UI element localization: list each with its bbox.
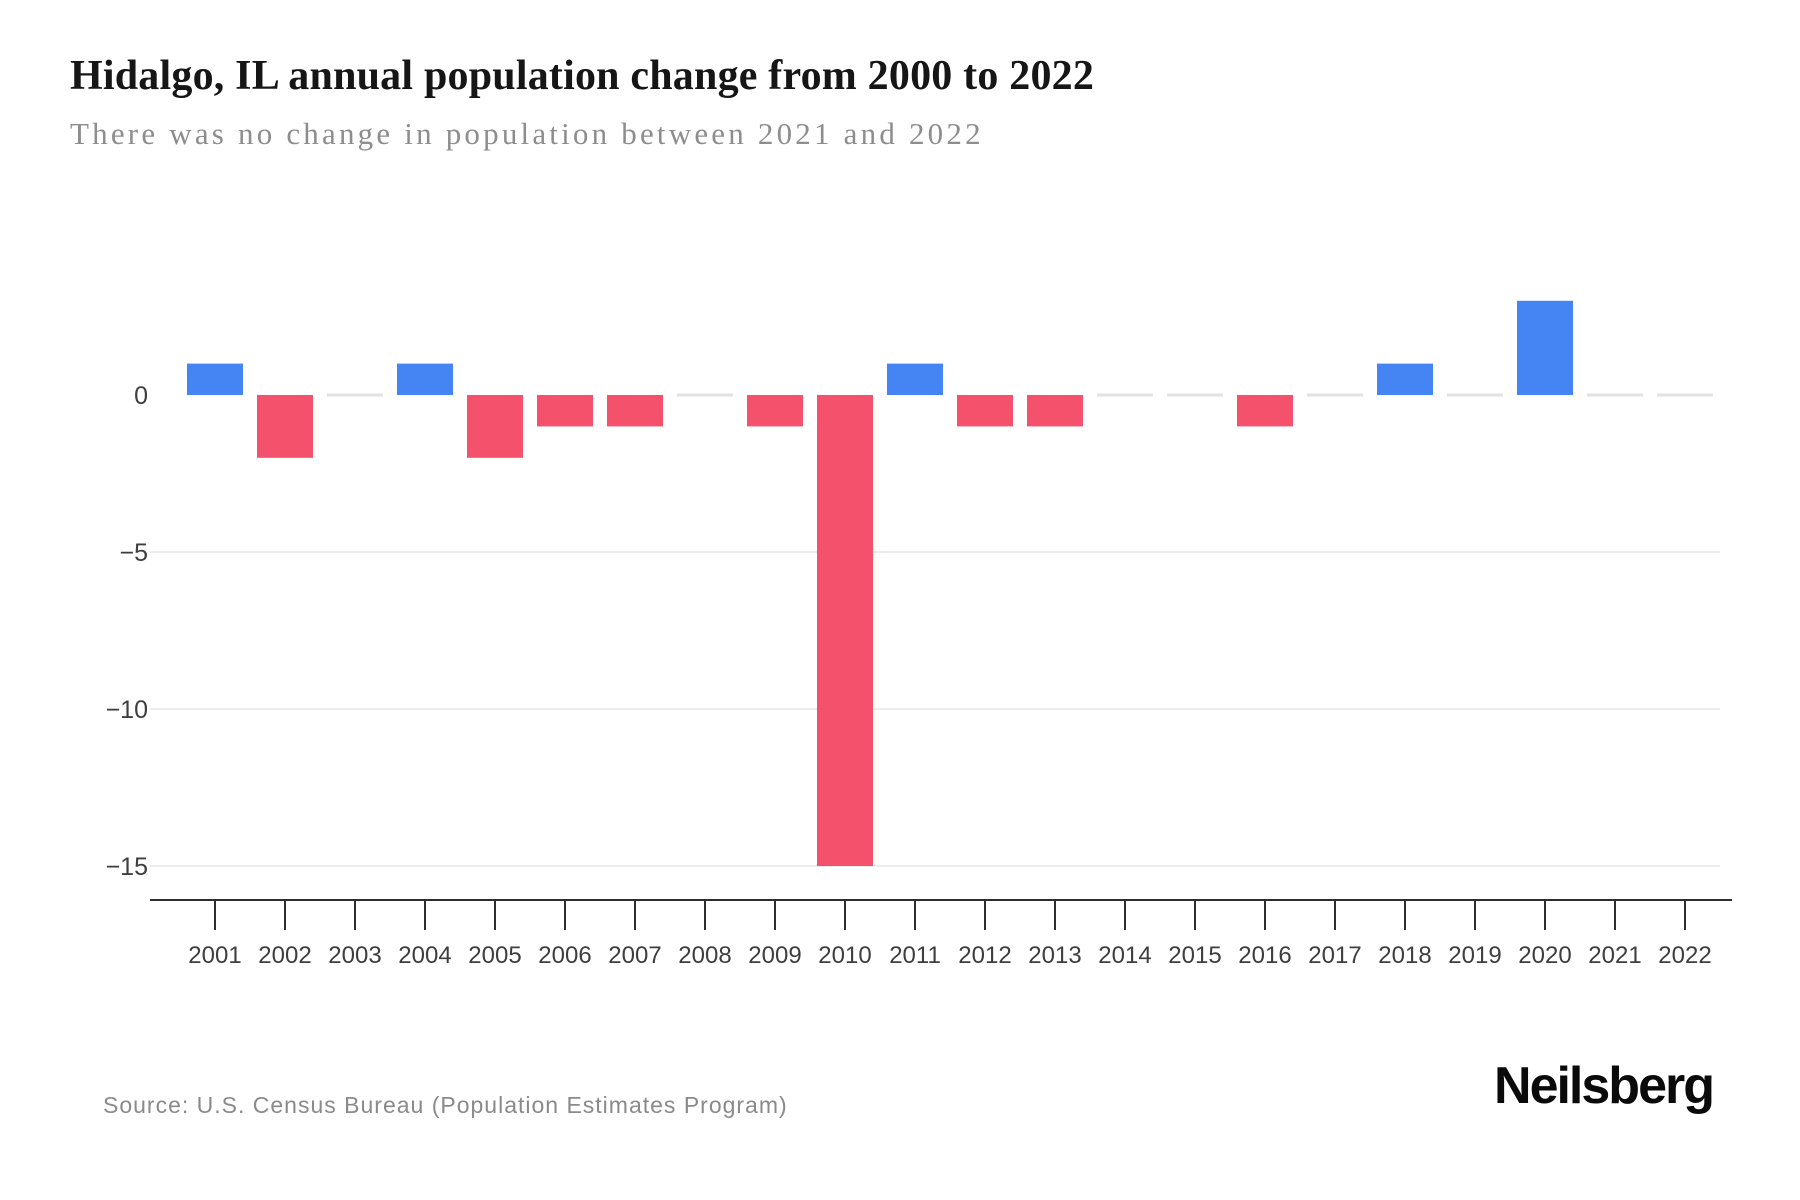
bar-2011[interactable]	[887, 363, 943, 395]
bar-2010[interactable]	[817, 395, 873, 866]
bar-zero-2008[interactable]	[677, 393, 733, 397]
page-title: Hidalgo, IL annual population change fro…	[70, 53, 1095, 99]
bar-zero-2014[interactable]	[1097, 393, 1153, 397]
x-tick-label-2021: 2021	[1588, 942, 1641, 969]
bar-zero-2017[interactable]	[1307, 393, 1363, 397]
x-tick-label-2020: 2020	[1518, 942, 1571, 969]
population-change-bar-chart: 0 −5 −10 −15 2001 2002 2003 2004 2005 2006 2007 200…	[106, 300, 1732, 969]
x-tick-label-2014: 2014	[1098, 942, 1151, 969]
x-tick-label-2017: 2017	[1308, 942, 1361, 969]
x-tick-label-2001: 2001	[188, 942, 241, 969]
bar-zero-2021[interactable]	[1587, 393, 1643, 397]
bar-2005[interactable]	[467, 395, 523, 458]
chart-subtitle: There was no change in population betwee…	[70, 116, 984, 151]
x-tick-label-2018: 2018	[1378, 942, 1431, 969]
x-tick-label-2013: 2013	[1028, 942, 1081, 969]
bar-2004[interactable]	[397, 363, 453, 395]
x-tick-label-2011: 2011	[889, 942, 941, 969]
x-tick-label-2022: 2022	[1658, 942, 1711, 969]
x-tick-label-2016: 2016	[1238, 942, 1291, 969]
bar-zero-2019[interactable]	[1447, 393, 1503, 397]
x-tick-label-2005: 2005	[468, 942, 521, 969]
bar-2006[interactable]	[537, 395, 593, 427]
y-tick-label-−15: −15	[106, 853, 148, 881]
bar-zero-2015[interactable]	[1167, 393, 1223, 397]
bar-2020[interactable]	[1517, 300, 1573, 395]
y-tick-label-0: 0	[134, 382, 148, 410]
bar-2001[interactable]	[187, 363, 243, 395]
x-tick-label-2003: 2003	[328, 942, 381, 969]
bar-2002[interactable]	[257, 395, 313, 458]
bar-2007[interactable]	[607, 395, 663, 427]
x-tick-label-2002: 2002	[258, 942, 311, 969]
x-tick-label-2007: 2007	[608, 942, 661, 969]
source-attribution: Source: U.S. Census Bureau (Population E…	[103, 1092, 788, 1118]
x-tick-label-2010: 2010	[818, 942, 871, 969]
y-tick-label-−5: −5	[119, 539, 148, 567]
x-tick-label-2012: 2012	[958, 942, 1011, 969]
bar-2012[interactable]	[957, 395, 1013, 427]
bar-zero-2003[interactable]	[327, 393, 383, 397]
bar-2016[interactable]	[1237, 395, 1293, 427]
neilsberg-logo[interactable]: Neilsberg	[1494, 1057, 1715, 1115]
bar-zero-2022[interactable]	[1657, 393, 1713, 397]
bar-2009[interactable]	[747, 395, 803, 427]
x-tick-label-2015: 2015	[1168, 942, 1221, 969]
bar-2018[interactable]	[1377, 363, 1433, 395]
x-tick-label-2009: 2009	[748, 942, 801, 969]
x-tick-label-2019: 2019	[1448, 942, 1501, 969]
x-tick-label-2004: 2004	[398, 942, 451, 969]
x-tick-label-2008: 2008	[678, 942, 731, 969]
x-tick-label-2006: 2006	[538, 942, 591, 969]
bar-2013[interactable]	[1027, 395, 1083, 427]
y-tick-label-−10: −10	[106, 696, 148, 724]
